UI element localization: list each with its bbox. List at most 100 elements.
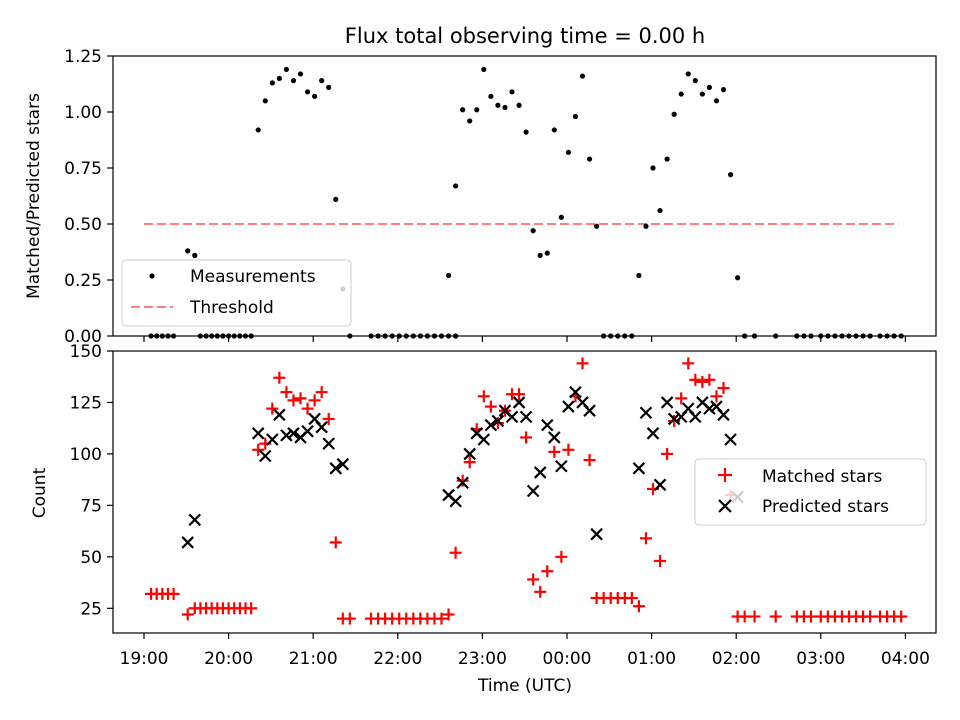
measurement-point [671,111,677,117]
measurement-point [467,118,473,124]
bottom-y-ticks: 25 50 75 100 125 150 [70,342,113,619]
bottom-xtick-label: 02:00 [712,649,761,669]
measurement-point [586,156,593,162]
matched-star-point [548,445,561,458]
matched-star-point [245,602,258,615]
bottom-x-ticks: 19:00 20:00 21:00 22:00 23:00 00:00 01:00 02:00… [120,633,930,669]
measurement-point [579,73,586,79]
bottom-xtick-label: 01:00 [627,649,676,669]
matched-star-point [583,454,596,467]
legend-predicted-marker [718,499,732,513]
measurement-point [445,272,452,279]
predicted-star-point [251,427,265,440]
matched-star-point [513,388,526,401]
measurement-point [276,75,282,81]
bottom-ytick-label: 50 [80,548,102,568]
top-ytick-label: 0.00 [64,327,102,347]
matched-star-point [520,431,533,444]
predicted-star-point [590,527,603,541]
measurement-point [544,250,550,256]
measurement-point [460,107,466,113]
predicted-star-point [329,462,343,475]
matched-star-point [639,532,652,545]
measurement-point [453,183,459,189]
predicted-star-point [188,513,202,527]
measurement-point [650,165,656,171]
predicted-star-point [181,536,194,549]
measurement-point [657,207,663,214]
measurement-point [692,78,698,84]
predicted-star-point [266,433,279,446]
bottom-xtick-label: 00:00 [543,649,592,669]
bottom-xtick-label: 22:00 [373,649,422,669]
measurement-point [685,71,691,77]
bottom-panel-plot: 25 50 75 100 125 150 19:00 20:00 21:00 22:00 23:0… [30,342,937,696]
measurement-point [523,129,529,135]
measurement-point [283,66,290,73]
measurement-point [502,104,508,111]
bottom-xtick-label: 23:00 [458,649,507,669]
predicted-star-point [667,412,681,426]
bottom-ytick-label: 125 [70,393,102,413]
top-panel-plot: 0.00 0.25 0.50 0.75 1.00 1.25 Matched/Predict… [24,47,937,347]
matched-star-point [442,608,455,621]
measurement-point [643,223,649,229]
measurement-point [516,102,522,108]
measurement-point [727,172,734,178]
matched-star-point [682,357,695,370]
matched-star-point [632,600,645,613]
measurement-point [495,102,501,108]
predicted-star-points [181,385,744,549]
matched-star-point [456,474,469,487]
predicted-star-point [287,427,300,440]
legend-matched-marker [718,468,732,482]
predicted-star-point [555,459,568,473]
measurement-point [312,93,318,99]
measurement-point [262,98,268,104]
predicted-star-point [639,406,653,420]
matched-star-point [287,394,300,407]
bottom-ytick-label: 150 [70,342,102,362]
matched-star-point [435,612,448,625]
top-legend-box [121,259,352,327]
predicted-star-point [477,433,491,446]
predicted-star-point [583,404,596,417]
predicted-star-point [449,494,462,508]
matched-star-point [252,443,265,456]
top-y-axis-label: Matched/Predicted stars [24,93,44,299]
matched-star-point [562,443,575,456]
predicted-star-point [456,476,469,490]
matched-star-point [748,610,761,623]
measurement-point [551,127,557,133]
matched-star-point [534,585,547,598]
matched-star-point [696,375,709,388]
predicted-star-point [512,396,526,409]
measurement-point [481,66,487,73]
predicted-star-point [562,400,575,413]
matched-star-point [181,608,194,621]
matched-star-point [703,373,716,386]
legend-matched-label: Matched stars [762,467,882,487]
measurement-point [594,223,600,229]
bottom-xtick-label: 03:00 [796,649,845,669]
matched-star-point [661,447,674,460]
matched-star-point [625,592,638,605]
matched-star-point [576,357,589,370]
measurement-point [706,84,713,90]
top-ytick-label: 0.75 [64,159,102,179]
top-ytick-label: 0.50 [64,215,102,235]
measurement-point [565,149,572,155]
measurement-point [678,91,684,97]
measurement-point [537,252,543,258]
legend-predicted-label: Predicted stars [762,497,889,517]
predicted-star-point [463,447,476,461]
matched-star-point [689,373,702,386]
matched-star-point [710,390,723,403]
measurement-point [713,98,720,104]
measurement-point [488,93,494,99]
matched-star-point [527,573,540,586]
matched-star-point [769,610,782,623]
bottom-ytick-label: 100 [70,445,102,465]
measurement-point [509,89,515,95]
